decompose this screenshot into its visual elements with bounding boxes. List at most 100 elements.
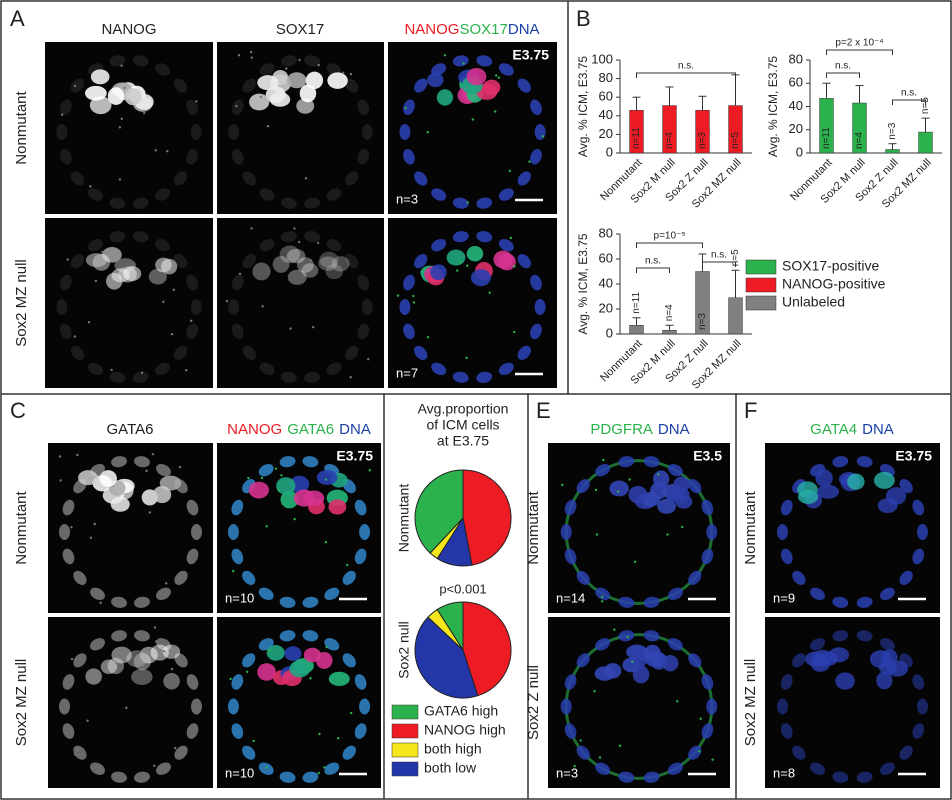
speck xyxy=(261,305,264,308)
stage-label: E3.5 xyxy=(693,448,722,464)
n-label: n=9 xyxy=(773,590,795,605)
nucleus xyxy=(835,672,855,690)
speck xyxy=(232,569,235,573)
nucleus xyxy=(191,698,202,715)
n-label: n=4 xyxy=(664,304,675,321)
nucleus xyxy=(530,148,542,165)
channel-header: NANOG xyxy=(101,21,156,38)
speck xyxy=(118,126,122,129)
nucleus xyxy=(231,674,244,690)
n-label: n=10 xyxy=(225,590,254,605)
speck xyxy=(541,135,545,138)
micrograph xyxy=(48,617,213,788)
nucleus xyxy=(414,171,428,186)
speck xyxy=(349,72,353,76)
nucleus xyxy=(304,371,321,383)
nucleus xyxy=(190,124,202,140)
nucleus xyxy=(259,238,275,252)
nucleus xyxy=(357,99,370,116)
nucleus xyxy=(73,745,87,760)
nucleus xyxy=(152,486,172,504)
nucleus xyxy=(326,238,342,252)
significance-bracket xyxy=(826,49,893,55)
speck xyxy=(598,756,602,759)
nucleus xyxy=(595,638,611,651)
y-tick-label: 0 xyxy=(796,144,803,159)
speck xyxy=(309,259,312,262)
nucleus xyxy=(324,587,340,601)
nucleus xyxy=(917,524,928,540)
significance-label: n.s. xyxy=(678,61,694,72)
y-tick-label: 80 xyxy=(599,70,613,85)
error-bar xyxy=(822,82,831,99)
nucleus xyxy=(643,456,660,468)
bar xyxy=(885,149,900,154)
nucleus xyxy=(272,256,290,273)
speck xyxy=(309,677,312,680)
embryo xyxy=(228,50,373,209)
nucleus xyxy=(357,148,370,165)
nucleus xyxy=(242,570,256,585)
panel-label: F xyxy=(744,398,757,423)
significance-bracket xyxy=(826,72,860,78)
merge-header: NANOGSOX17DNA xyxy=(404,21,539,38)
nucleus xyxy=(111,771,127,783)
speck xyxy=(456,269,459,272)
speck xyxy=(443,54,447,57)
speck xyxy=(274,467,278,470)
nucleus xyxy=(87,238,103,252)
speck xyxy=(513,265,516,268)
legend-swatch xyxy=(391,723,419,739)
nucleus xyxy=(186,148,198,165)
speck xyxy=(249,50,253,54)
nucleus xyxy=(287,269,307,285)
nucleus xyxy=(856,630,873,642)
n-label: n=3 xyxy=(556,765,578,780)
nucleus xyxy=(132,231,149,243)
nucleus xyxy=(100,659,118,675)
nucleus xyxy=(354,499,367,516)
nucleus xyxy=(847,473,865,490)
nucleus xyxy=(399,124,411,140)
speck xyxy=(265,525,268,528)
nucleus xyxy=(452,371,469,383)
significance-label: p=2 x 10⁻⁴ xyxy=(835,38,883,49)
nucleus xyxy=(560,524,572,540)
nucleus xyxy=(56,299,68,315)
speck xyxy=(259,95,263,99)
nucleus xyxy=(156,587,171,601)
error-bar xyxy=(665,324,674,331)
speck xyxy=(252,739,255,743)
nucleus xyxy=(361,124,373,140)
speck xyxy=(508,169,512,173)
nucleus xyxy=(912,548,925,565)
nucleus xyxy=(70,254,85,269)
embryo xyxy=(399,54,546,209)
error-bar xyxy=(731,269,740,298)
nucleus xyxy=(530,99,542,116)
speck xyxy=(153,626,157,629)
speck xyxy=(277,489,281,492)
nucleus xyxy=(186,323,198,340)
nucleus xyxy=(155,238,171,252)
nucleus xyxy=(62,674,75,690)
nucleus xyxy=(279,245,301,264)
nucleus xyxy=(286,248,306,264)
significance-label: p=10⁻⁵ xyxy=(654,231,686,242)
nucleus xyxy=(173,171,188,186)
nucleus xyxy=(266,645,285,661)
nucleus xyxy=(242,78,256,93)
speck xyxy=(289,327,292,330)
speck xyxy=(172,646,176,649)
legend-label: both low xyxy=(424,760,477,776)
speck xyxy=(267,649,271,652)
speck xyxy=(76,749,79,752)
nucleus xyxy=(618,630,635,642)
nucleus xyxy=(279,596,296,608)
nucleus xyxy=(186,723,199,739)
nucleus xyxy=(354,674,367,690)
nucleus xyxy=(431,63,447,76)
speck xyxy=(120,117,123,120)
nucleus xyxy=(470,269,491,287)
nucleus xyxy=(345,78,359,93)
